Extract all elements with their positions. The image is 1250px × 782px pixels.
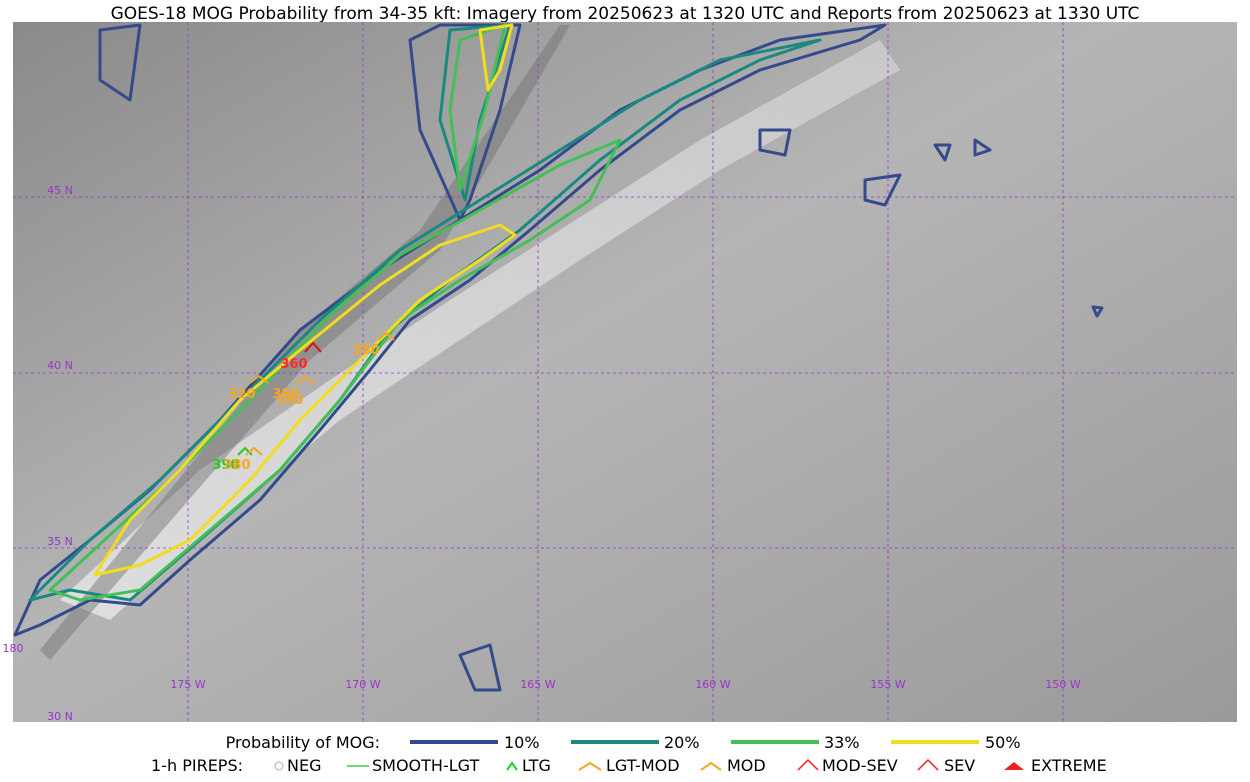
pirep-sev <box>304 341 322 353</box>
report-label: 320 <box>228 387 255 402</box>
legend-swatch <box>506 761 518 771</box>
legend-swatch <box>1004 762 1024 770</box>
title: GOES-18 MOG Probability from 34-35 kft: … <box>111 4 1140 24</box>
legend-swatch <box>578 761 602 771</box>
jet-cloud-band <box>60 40 900 620</box>
report-label: 390 <box>212 458 239 473</box>
report-label: 380 <box>223 458 250 473</box>
legend-swatch <box>700 761 722 771</box>
legend-label: SMOOTH-LGT <box>372 756 479 775</box>
lat-labels: 45 N 40 N 35 N 30 N <box>47 184 73 723</box>
pirep-lgt-mod <box>249 374 269 384</box>
lon-label: 150 W <box>1045 678 1080 691</box>
report-labels: 360 380 320 380 380 390 380 <box>212 343 379 473</box>
legend-label: NEG <box>287 756 321 775</box>
legend-label: LTG <box>522 756 551 775</box>
legend-swatch <box>917 758 939 771</box>
legend-title: Probability of MOG: <box>226 733 380 752</box>
corner-label: 180 <box>3 642 24 655</box>
report-label: 380 <box>272 387 299 402</box>
pirep-symbols <box>237 331 395 456</box>
lat-label: 40 N <box>47 359 73 372</box>
lon-label: 160 W <box>695 678 730 691</box>
graticule <box>13 22 1237 722</box>
lat-label: 45 N <box>47 184 73 197</box>
lon-labels: 175 W 170 W 165 W 160 W 155 W 150 W <box>170 678 1080 691</box>
legend-swatch <box>274 761 284 771</box>
legend: Probability of MOG: 10% 20% 33% 50% 1-h … <box>151 733 1107 775</box>
lat-label: 30 N <box>47 710 73 723</box>
legend-title: 1-h PIREPS: <box>151 756 243 775</box>
legend-label: 50% <box>985 733 1021 752</box>
pirep-mod <box>245 446 263 456</box>
legend-label: SEV <box>944 756 975 775</box>
lon-label: 170 W <box>345 678 380 691</box>
legend-label: 33% <box>824 733 860 752</box>
lat-label: 35 N <box>47 535 73 548</box>
pirep-mod <box>377 331 395 341</box>
legend-label: MOD <box>727 756 766 775</box>
report-label: 360 <box>280 357 307 372</box>
legend-swatch <box>797 758 819 771</box>
lon-label: 175 W <box>170 678 205 691</box>
satellite-image <box>13 22 1237 722</box>
map: 360 380 320 380 380 390 380 45 N 40 N 35… <box>3 22 1237 723</box>
legend-label: MOD-SEV <box>822 756 898 775</box>
lon-label: 165 W <box>520 678 555 691</box>
legend-label: 20% <box>664 733 700 752</box>
legend-label: 10% <box>504 733 540 752</box>
lon-label: 155 W <box>870 678 905 691</box>
report-label: 380 <box>352 343 379 358</box>
pirep-lgt-mod <box>295 375 315 385</box>
legend-label: EXTREME <box>1031 756 1107 775</box>
legend-label: LGT-MOD <box>606 756 680 775</box>
contours <box>13 23 1104 692</box>
report-label: 380 <box>276 393 303 408</box>
